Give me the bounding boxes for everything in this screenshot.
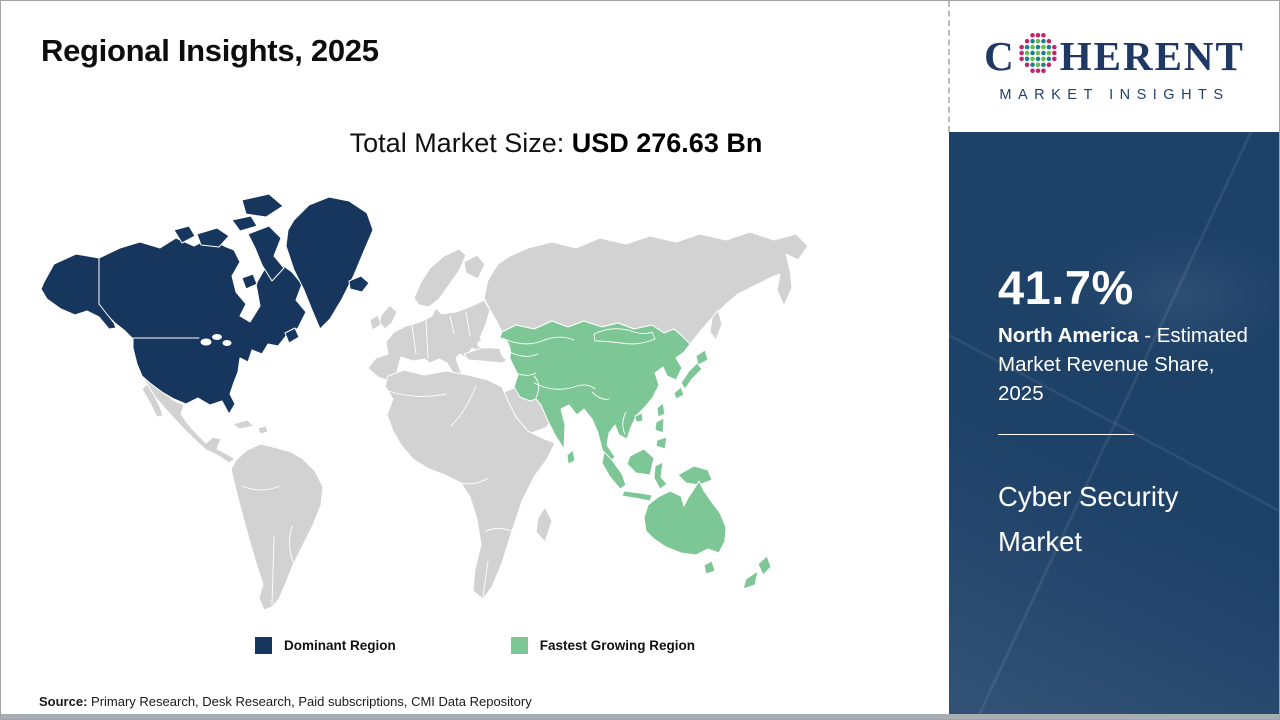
logo-wordmark: C HERENT: [984, 31, 1245, 82]
country-hispaniola: [257, 425, 269, 435]
page-title: Regional Insights, 2025: [41, 33, 379, 68]
total-market-size-label: Total Market Size:: [349, 128, 565, 158]
country-philippines-mindanao: [655, 436, 668, 450]
market-share-description: North America - Estimated Market Revenue…: [998, 321, 1260, 408]
country-canada-usa: [98, 237, 307, 415]
market-share-text: - Estimated Market Revenue Share, 2025: [998, 324, 1248, 406]
island-hainan: [634, 412, 644, 423]
total-market-size-value: USD 276.63 Bn: [571, 128, 763, 158]
world-map: [36, 186, 816, 616]
island-southampton: [241, 273, 258, 290]
country-japan-hokkaido: [695, 349, 709, 366]
country-sri-lanka: [566, 449, 576, 465]
continent-africa: [384, 369, 556, 600]
country-japan-kyushu: [673, 386, 685, 400]
logo-subtitle: MARKET INSIGHTS: [999, 86, 1230, 103]
legend-item-dominant: Dominant Region: [254, 637, 396, 654]
country-uk: [378, 304, 398, 330]
island-devon: [231, 215, 258, 232]
island-new-guinea: [677, 465, 713, 486]
island-banks: [173, 225, 196, 244]
island-victoria: [196, 227, 230, 248]
legend-item-growing: Fastest Growing Region: [510, 637, 695, 654]
country-scandinavia: [413, 248, 467, 308]
country-japan-honshu: [680, 362, 703, 390]
island-taiwan: [656, 402, 666, 418]
country-australia: [643, 480, 727, 556]
coherent-logo-o-mark-icon: [1018, 31, 1058, 82]
country-mexico: [142, 376, 236, 464]
country-madagascar: [535, 506, 553, 543]
logo-letters-herent: HERENT: [1059, 32, 1245, 79]
country-new-zealand-north: [757, 555, 772, 576]
total-market-size: Total Market Size: USD 276.63 Bn: [161, 128, 951, 159]
legend-label-growing: Fastest Growing Region: [539, 638, 695, 653]
country-mexico-baja: [141, 383, 164, 418]
country-iceland: [348, 275, 370, 293]
island-sakhalin: [709, 309, 723, 341]
map-detail-lines: [98, 257, 656, 605]
company-logo: C HERENT MARKET INSIGHTS: [948, 1, 1279, 132]
dominant-region-swatch-icon: [254, 637, 272, 654]
continent-south-america: [230, 443, 324, 611]
source-note: Source: Primary Research, Desk Research,…: [39, 694, 532, 709]
state-alaska: [40, 253, 117, 330]
fastest-growing-region-swatch-icon: [510, 637, 528, 654]
country-new-zealand-south: [742, 570, 759, 590]
island-sumatra: [601, 451, 627, 490]
bottom-accent-bar: [1, 714, 1279, 719]
legend-label-dominant: Dominant Region: [283, 638, 396, 653]
island-newfoundland: [284, 327, 300, 344]
country-cuba: [232, 419, 255, 430]
island-borneo: [626, 448, 655, 476]
report-market-name: Cyber Security Market: [998, 481, 1179, 557]
logo-letter-c: C: [984, 32, 1016, 79]
country-philippines-luzon: [654, 417, 665, 434]
region-asia-pacific: [499, 320, 772, 590]
country-europe-mainland: [367, 299, 491, 387]
island-baffin: [247, 225, 285, 282]
sidebar-divider: [998, 434, 1134, 436]
market-share-value: 41.7%: [998, 261, 1134, 314]
market-share-region: North America: [998, 324, 1139, 347]
country-ireland: [369, 314, 382, 331]
island-tasmania: [703, 560, 716, 575]
country-finland: [463, 254, 486, 280]
source-text: Primary Research, Desk Research, Paid su…: [87, 694, 532, 709]
region-asia-mainland: [499, 320, 691, 464]
island-java: [621, 490, 653, 502]
region-north-america: [40, 193, 374, 415]
source-label: Source:: [39, 694, 88, 709]
region-other-land: [141, 231, 809, 611]
highlight-sidebar: 41.7% North America - Estimated Market R…: [949, 132, 1279, 715]
map-legend: Dominant Region Fastest Growing Region: [1, 637, 949, 654]
island-ellesmere: [241, 193, 284, 218]
country-greenland: [285, 196, 374, 330]
island-sulawesi: [653, 461, 668, 490]
